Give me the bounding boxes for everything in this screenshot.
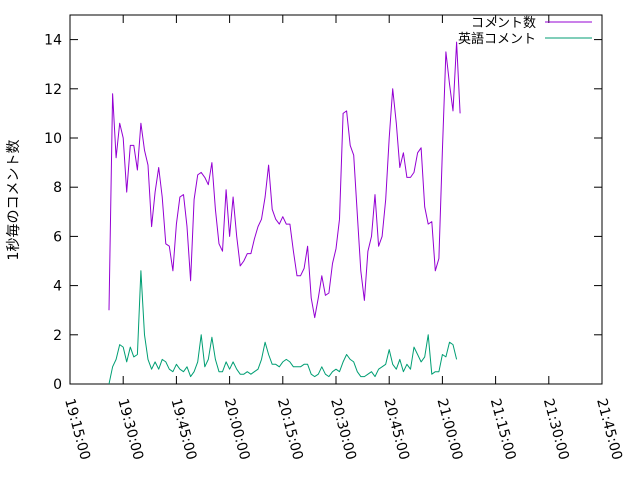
x-tick-label: 20:30:00	[327, 397, 359, 462]
legend-label: 英語コメント	[458, 31, 536, 47]
x-axis: 19:15:00 19:30:00 19:45:00 20:00:00 20:15:00…	[61, 15, 625, 462]
x-tick-label: 19:30:00	[114, 397, 146, 462]
y-tick-label: 14	[44, 33, 62, 49]
legend-label: コメント数	[471, 16, 536, 31]
x-tick-label: 20:15:00	[274, 397, 306, 462]
x-tick-label: 20:00:00	[221, 397, 253, 462]
series-layer	[108, 41, 461, 385]
y-tick-label: 12	[44, 82, 62, 98]
x-tick-label: 21:30:00	[540, 397, 572, 462]
series-line-1	[108, 41, 461, 319]
y-tick-label: 6	[53, 229, 62, 245]
y-tick-label: 2	[53, 328, 62, 344]
y-axis-label: 1秒毎のコメント数	[6, 140, 22, 261]
series-line-2	[108, 270, 458, 385]
y-tick-label: 8	[53, 180, 62, 196]
y-axis: 0 2 4 6 8 10 12 14	[44, 33, 602, 393]
y-tick-label: 0	[53, 377, 62, 393]
x-tick-label: 21:00:00	[434, 397, 466, 462]
x-tick-label: 19:45:00	[168, 397, 200, 462]
y-tick-label: 4	[53, 279, 62, 295]
x-tick-label: 21:45:00	[593, 397, 625, 462]
x-tick-label: 19:15:00	[61, 397, 93, 462]
y-tick-label: 10	[44, 131, 62, 147]
x-tick-label: 20:45:00	[380, 397, 412, 462]
x-tick-label: 21:15:00	[487, 397, 519, 462]
